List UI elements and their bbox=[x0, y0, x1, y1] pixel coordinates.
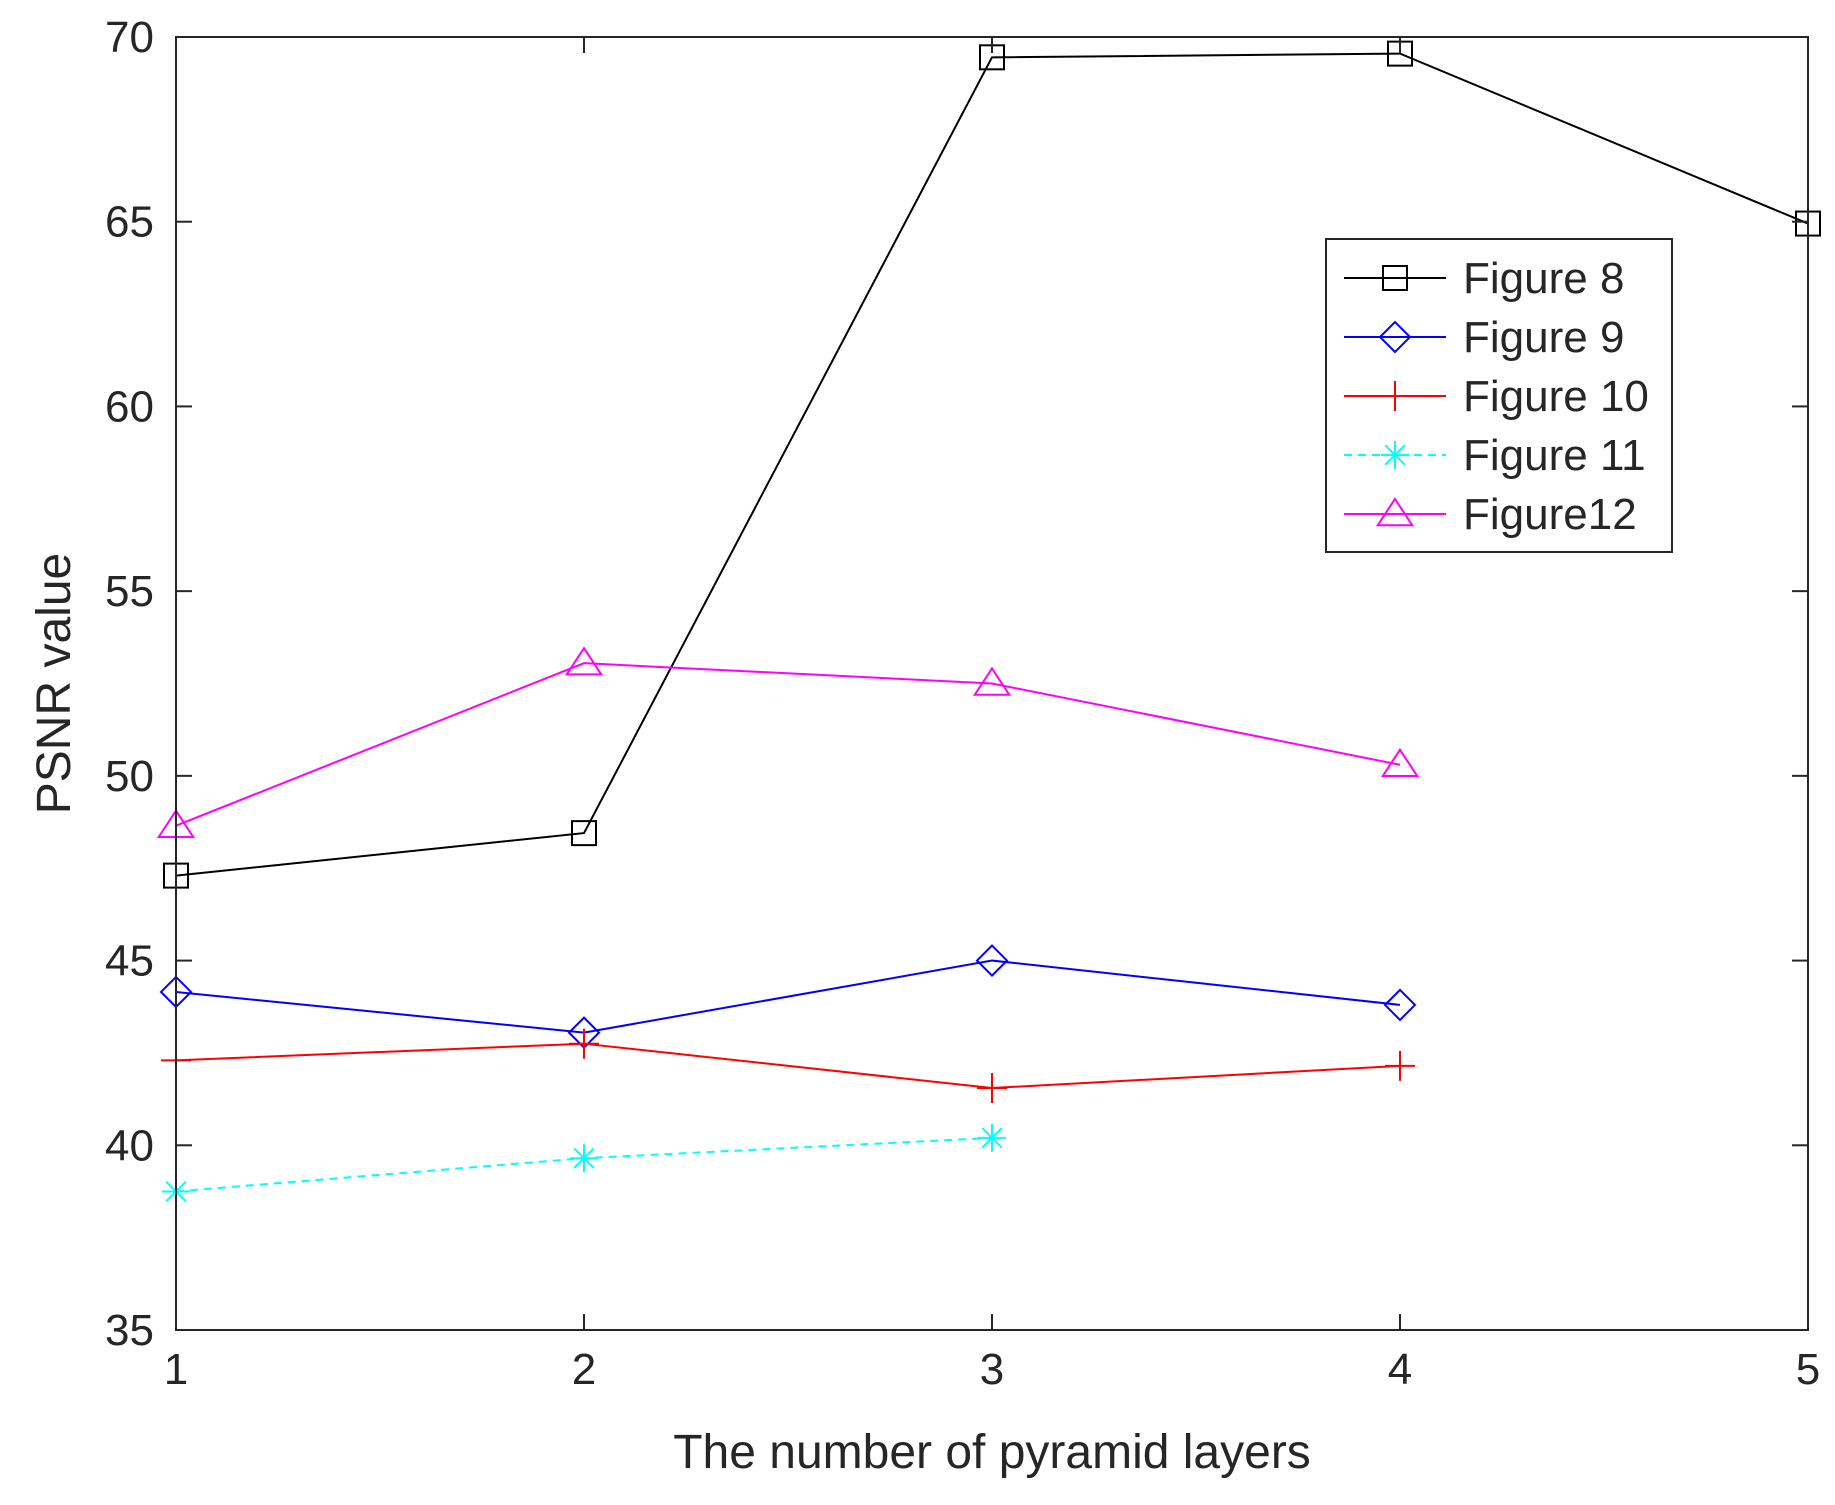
legend-marker bbox=[1380, 381, 1410, 411]
data-point bbox=[571, 820, 597, 847]
legend-marker bbox=[1378, 320, 1412, 354]
data-point bbox=[972, 666, 1012, 696]
y-tick-label: 50 bbox=[105, 752, 154, 801]
data-point bbox=[1380, 747, 1420, 778]
x-axis-label: The number of pyramid layers bbox=[673, 1426, 1311, 1479]
data-point bbox=[570, 1144, 598, 1173]
legend-label: Figure 11 bbox=[1463, 431, 1646, 480]
legend-label: Figure 8 bbox=[1463, 254, 1624, 303]
series-figure-10 bbox=[161, 1028, 1415, 1104]
y-tick-label: 35 bbox=[105, 1306, 154, 1355]
series-line bbox=[175, 662, 1401, 827]
x-tick-label: 5 bbox=[1796, 1345, 1820, 1394]
y-tick-label: 55 bbox=[105, 567, 154, 616]
y-tick-label: 45 bbox=[105, 937, 154, 986]
legend-label: Figure 10 bbox=[1463, 372, 1649, 421]
legend-marker bbox=[1381, 441, 1409, 469]
data-point bbox=[975, 944, 1009, 977]
y-tick-label: 65 bbox=[105, 198, 154, 247]
x-tick-label: 3 bbox=[980, 1345, 1004, 1394]
y-axis-label: PSNR value bbox=[28, 553, 81, 814]
legend: Figure 8 Figure 9 Figure 10 Figure 11 Figure… bbox=[1325, 238, 1673, 553]
legend-marker bbox=[1375, 497, 1415, 527]
data-point bbox=[564, 646, 604, 676]
axis-ticks bbox=[175, 36, 1809, 1331]
series-line bbox=[175, 959, 1401, 1034]
data-point bbox=[1383, 988, 1417, 1022]
series-line bbox=[175, 1042, 1401, 1090]
series-figure12 bbox=[156, 646, 1420, 838]
legend-marker bbox=[1382, 265, 1408, 291]
legend-label: Figure12 bbox=[1463, 490, 1637, 539]
series-line bbox=[175, 52, 1809, 877]
x-tick-label: 4 bbox=[1388, 1345, 1412, 1394]
y-tick-label: 40 bbox=[105, 1121, 154, 1170]
x-tick-label: 2 bbox=[572, 1345, 596, 1394]
legend-label: Figure 9 bbox=[1463, 313, 1624, 362]
x-tick-label: 1 bbox=[164, 1345, 188, 1394]
data-point bbox=[978, 1123, 1006, 1152]
y-tick-label: 60 bbox=[105, 382, 154, 431]
data-point bbox=[1385, 1050, 1415, 1081]
y-tick-label: 70 bbox=[105, 13, 154, 62]
data-point bbox=[977, 1073, 1007, 1104]
data-point bbox=[569, 1028, 599, 1059]
